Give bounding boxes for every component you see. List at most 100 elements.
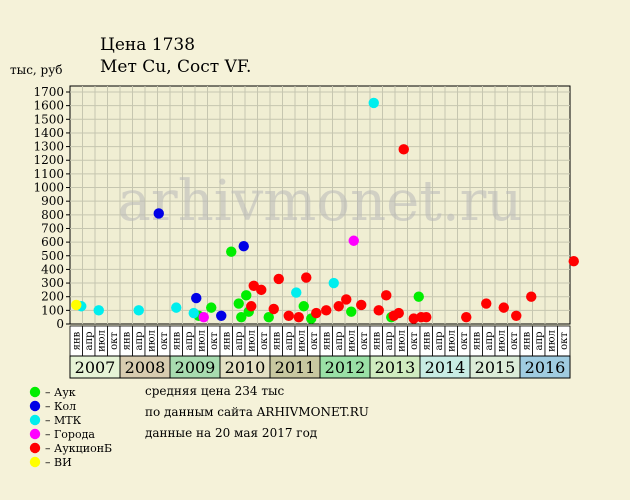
year-label: 2008 bbox=[125, 358, 166, 377]
data-point bbox=[133, 305, 144, 316]
quarter-label: июл bbox=[96, 330, 107, 352]
legend-marker bbox=[29, 386, 41, 398]
quarter-label: янв bbox=[321, 331, 332, 350]
note-line: данные на 20 мая 2017 год bbox=[145, 426, 317, 440]
y-tick-label: 500 bbox=[41, 249, 64, 263]
y-tick-label: 0 bbox=[56, 317, 64, 331]
data-point bbox=[348, 235, 359, 246]
year-label: 2010 bbox=[225, 358, 266, 377]
data-point bbox=[268, 303, 279, 315]
y-tick-label: 400 bbox=[41, 262, 64, 276]
quarter-label: июл bbox=[296, 330, 307, 352]
legend-label: – Аук bbox=[45, 386, 76, 399]
data-point bbox=[93, 305, 104, 316]
data-point bbox=[368, 97, 379, 109]
notes: средняя цена 234 тыс по данным сайта ARHI… bbox=[145, 384, 369, 440]
legend-marker bbox=[29, 456, 41, 468]
quarter-label: апр bbox=[334, 331, 345, 350]
quarter-label: окт bbox=[359, 332, 370, 350]
data-point bbox=[188, 307, 199, 319]
data-point bbox=[238, 241, 249, 252]
data-point bbox=[301, 272, 312, 283]
y-tick-label: 1300 bbox=[33, 140, 64, 154]
watermark-text: arhivmonet.ru bbox=[118, 169, 523, 234]
legend-marker bbox=[29, 428, 41, 440]
quarter-label: июл bbox=[346, 330, 357, 352]
data-point bbox=[283, 310, 294, 322]
quarter-label: июл bbox=[246, 330, 257, 352]
data-point bbox=[398, 144, 409, 155]
legend-marker bbox=[29, 442, 41, 454]
y-axis: 0100200300400500600700800900100011001200… bbox=[33, 85, 70, 331]
quarter-label: окт bbox=[259, 332, 270, 350]
y-tick-label: 1100 bbox=[33, 167, 64, 181]
quarter-label: янв bbox=[521, 331, 532, 350]
y-tick-label: 1000 bbox=[33, 181, 64, 195]
data-point bbox=[233, 298, 244, 309]
quarter-label: июл bbox=[146, 330, 157, 352]
legend: – Аук– Кол– МТК– Города– АукционБ– ВИ bbox=[29, 386, 112, 469]
data-point bbox=[171, 302, 182, 313]
year-cell bbox=[519, 355, 571, 379]
year-label: 2015 bbox=[475, 358, 516, 377]
quarter-label: янв bbox=[171, 331, 182, 350]
chart-subtitle: Мет Cu, Сост VF. bbox=[100, 57, 251, 77]
data-point bbox=[381, 290, 392, 301]
quarter-label: янв bbox=[271, 331, 282, 350]
year-label: 2009 bbox=[175, 358, 216, 377]
y-tick-label: 700 bbox=[41, 221, 64, 235]
data-point bbox=[421, 311, 432, 323]
quarter-label: янв bbox=[221, 331, 232, 350]
quarter-label: апр bbox=[84, 331, 95, 350]
data-point bbox=[413, 291, 424, 302]
legend-label: – МТК bbox=[45, 414, 82, 427]
year-axis: 2007 2008 2009 2010 2011 2012 2013 2014 2015 2016 bbox=[69, 355, 571, 379]
data-point bbox=[206, 302, 217, 313]
year-label: 2011 bbox=[275, 358, 316, 377]
quarter-label: апр bbox=[534, 331, 545, 350]
year-label: 2014 bbox=[425, 358, 466, 377]
quarter-label: окт bbox=[209, 332, 220, 350]
quarter-label: июл bbox=[446, 330, 457, 352]
legend-label: – Города bbox=[45, 428, 95, 441]
quarter-label: апр bbox=[184, 331, 195, 350]
y-tick-label: 200 bbox=[41, 290, 64, 304]
data-point bbox=[236, 311, 247, 323]
quarter-label: апр bbox=[384, 331, 395, 350]
y-tick-label: 300 bbox=[41, 276, 64, 290]
y-tick-label: 900 bbox=[41, 194, 64, 208]
quarter-label: июл bbox=[396, 330, 407, 352]
quarter-label: окт bbox=[109, 332, 120, 350]
data-point bbox=[328, 277, 339, 289]
quarter-label: окт bbox=[409, 332, 420, 350]
quarter-label: июл bbox=[546, 330, 557, 352]
quarter-label: окт bbox=[159, 332, 170, 350]
y-tick-label: 800 bbox=[41, 208, 64, 222]
data-point bbox=[241, 290, 252, 301]
year-label: 2007 bbox=[75, 358, 116, 377]
year-label: 2016 bbox=[525, 358, 566, 377]
data-point bbox=[311, 307, 322, 319]
quarter-label: окт bbox=[309, 332, 320, 350]
data-point bbox=[373, 305, 384, 316]
note-line: средняя цена 234 тыс bbox=[145, 384, 285, 398]
data-point bbox=[526, 291, 537, 302]
data-point bbox=[291, 287, 302, 298]
quarter-label: апр bbox=[234, 331, 245, 350]
legend-label: – АукционБ bbox=[45, 442, 112, 455]
data-point bbox=[393, 307, 404, 319]
y-tick-label: 1600 bbox=[33, 99, 64, 113]
data-points bbox=[71, 97, 579, 324]
data-point bbox=[511, 310, 522, 322]
quarter-label: янв bbox=[371, 331, 382, 350]
data-point bbox=[298, 301, 309, 312]
y-tick-label: 1500 bbox=[33, 112, 64, 126]
data-point bbox=[273, 273, 284, 285]
quarter-label: апр bbox=[484, 331, 495, 350]
quarter-label: июл bbox=[496, 330, 507, 352]
y-tick-label: 1700 bbox=[33, 85, 64, 99]
data-point bbox=[293, 311, 304, 323]
quarter-label: янв bbox=[421, 331, 432, 350]
grid bbox=[70, 86, 570, 324]
quarter-label: окт bbox=[509, 332, 520, 350]
